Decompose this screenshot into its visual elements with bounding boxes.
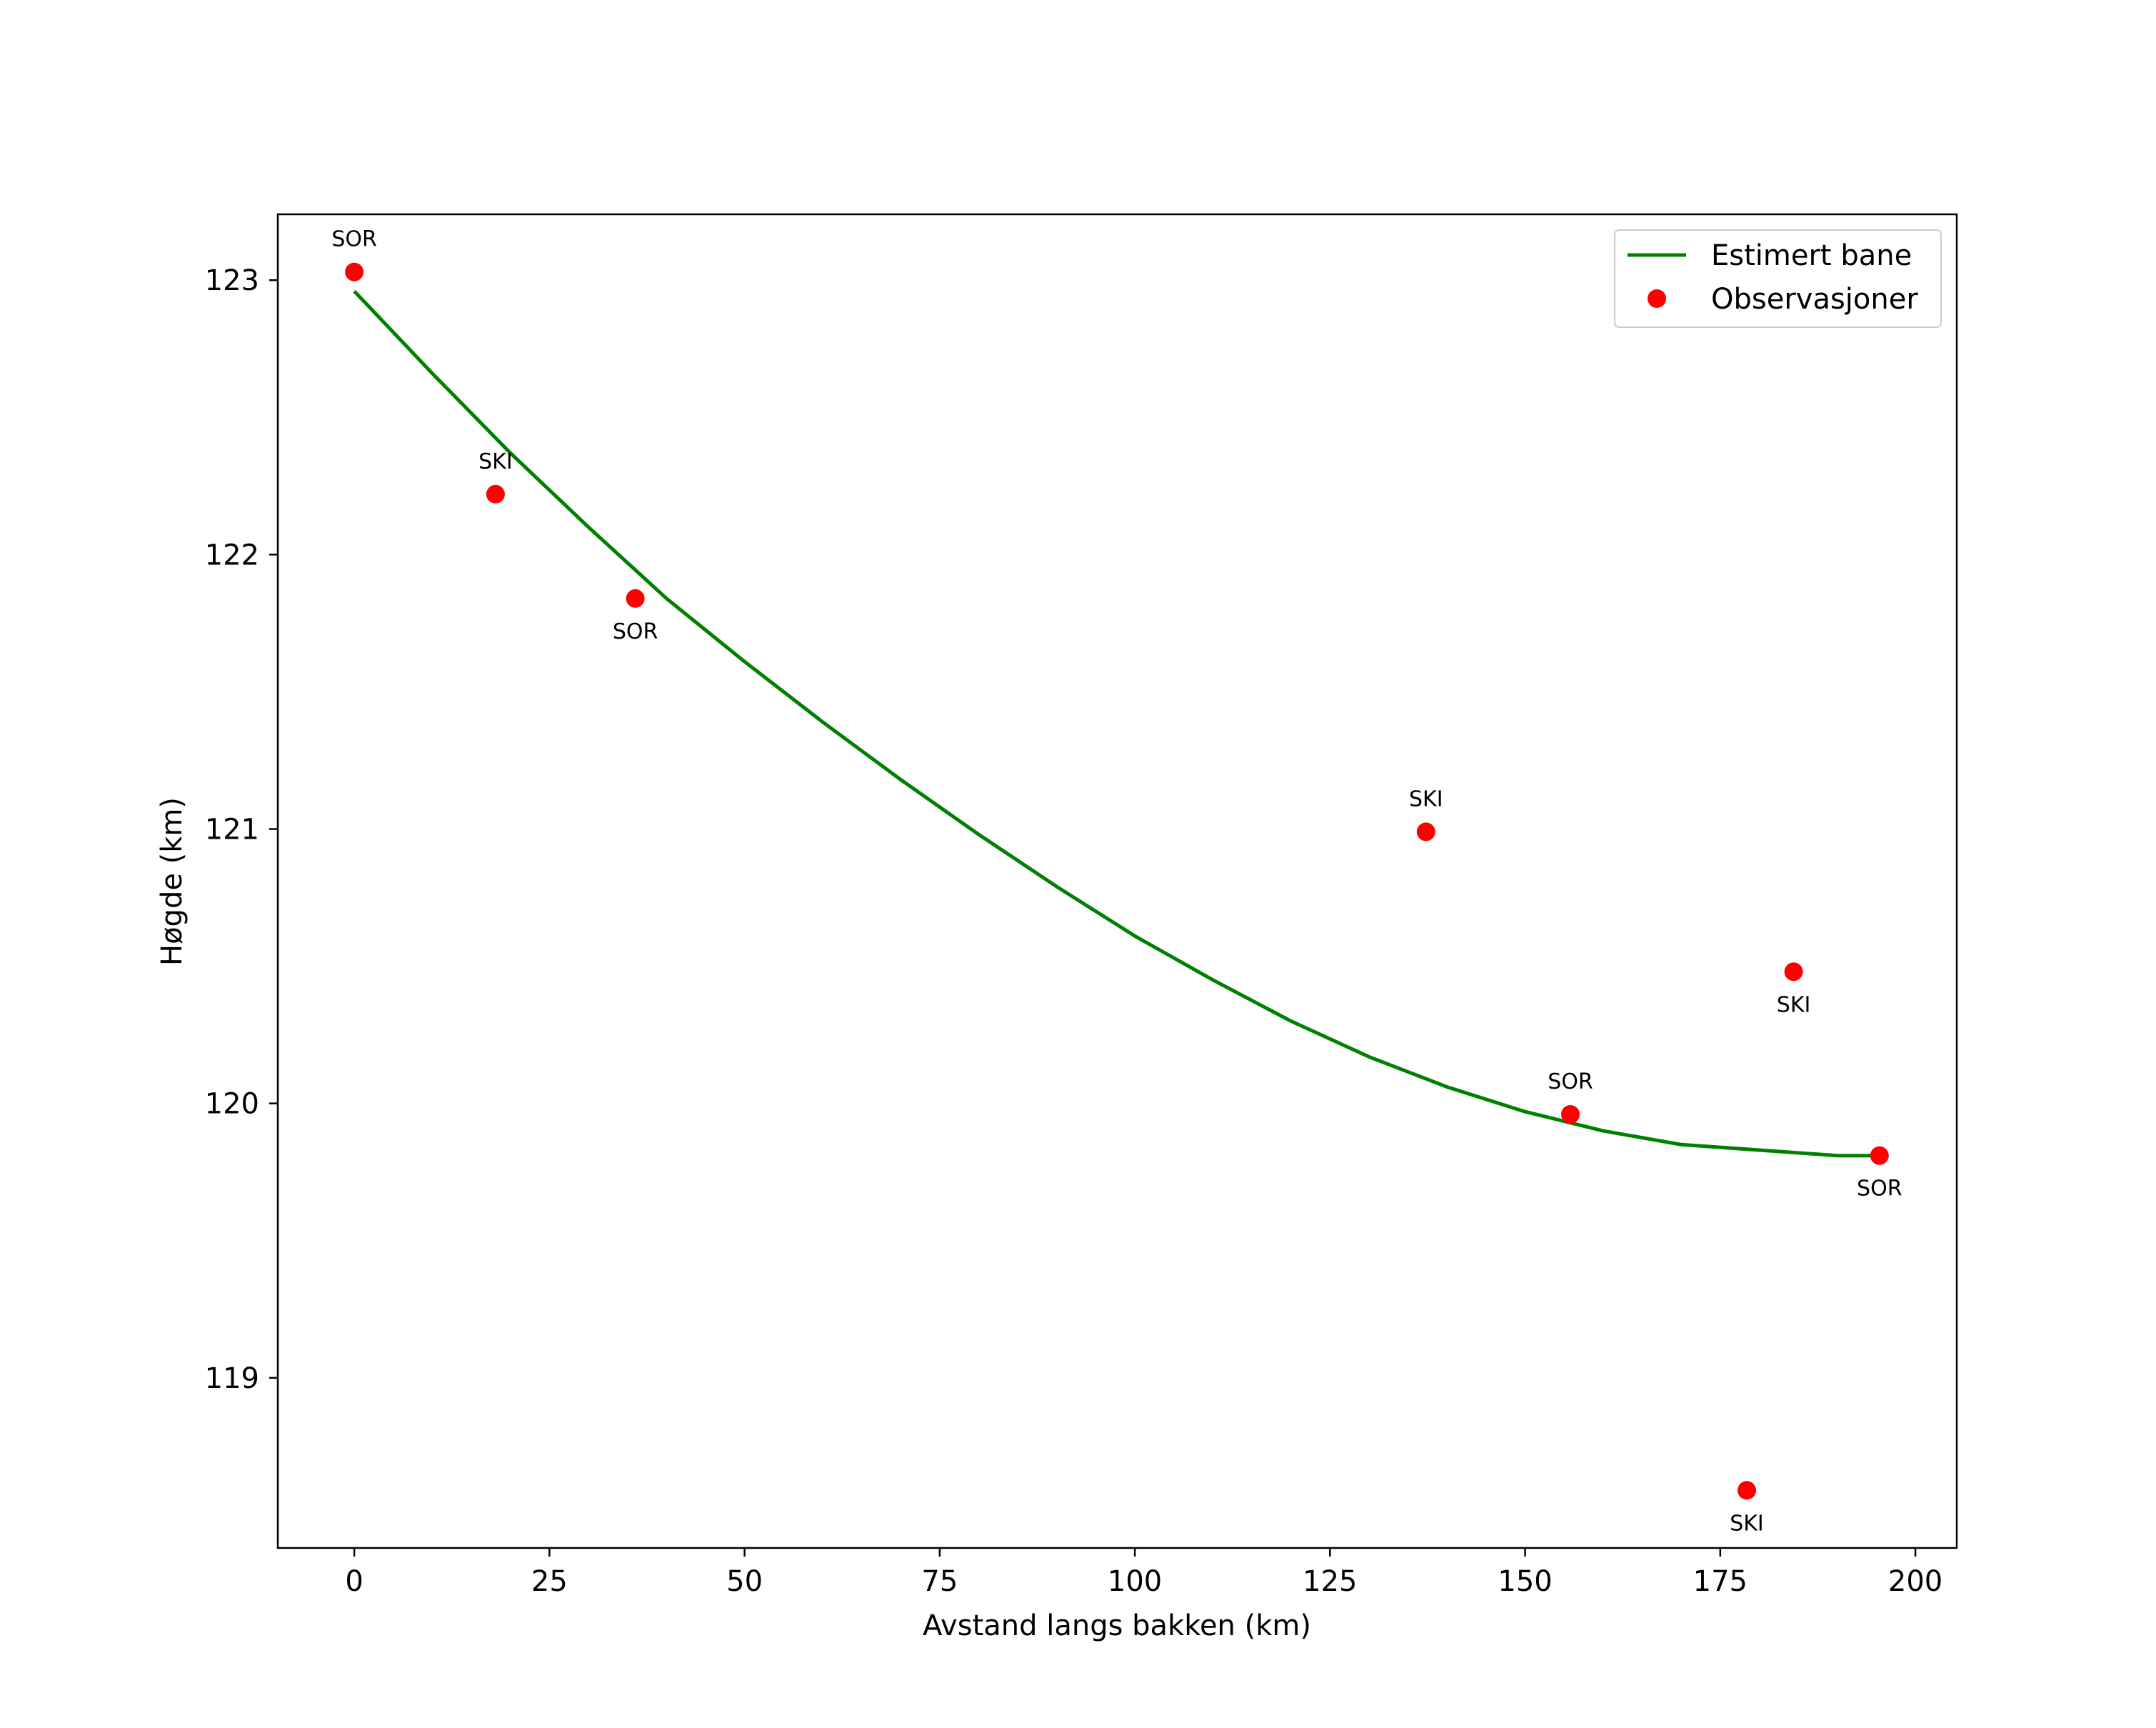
- y-axis-label: Høgde (km): [156, 797, 189, 966]
- x-tick-label: 50: [726, 1565, 763, 1598]
- legend: Estimert bane Observasjoner: [1614, 229, 1942, 328]
- legend-marker-points: [1648, 289, 1666, 308]
- observation-label-5: SOR: [1548, 1069, 1593, 1094]
- y-tick-label: 121: [205, 814, 259, 846]
- observation-point-2: [486, 484, 505, 504]
- x-tick-label: 100: [1108, 1565, 1162, 1598]
- x-tick-label: 150: [1498, 1565, 1552, 1598]
- series-line-estimert-bane: [353, 289, 1880, 1158]
- observation-label-6: SKI: [1730, 1511, 1764, 1536]
- x-tick-label: 75: [921, 1565, 958, 1598]
- x-tick-label: 125: [1303, 1565, 1357, 1598]
- axis-ticks: 0 25 50 75 100 125 150 175 200 119 120 121 122 123: [205, 264, 1943, 1598]
- x-tick-label: 200: [1888, 1565, 1942, 1598]
- observation-label-8: SOR: [1857, 1177, 1902, 1202]
- axes-frame: [276, 213, 1958, 1549]
- plot-area: SOR SKI SOR SKI SOR SKI SKI SOR: [331, 227, 1902, 1537]
- observation-point-7: [1784, 962, 1803, 982]
- legend-label-line: Estimert bane: [1711, 239, 1912, 272]
- y-tick-label: 119: [205, 1362, 259, 1395]
- observation-label-4: SKI: [1409, 786, 1443, 811]
- observation-point-3: [626, 589, 645, 608]
- observation-point-5: [1561, 1105, 1580, 1124]
- observation-point-4: [1416, 822, 1435, 841]
- observation-point-8: [1870, 1146, 1889, 1165]
- observation-label-3: SOR: [613, 619, 658, 644]
- legend-frame: [1614, 229, 1942, 328]
- legend-label-points: Observasjoner: [1711, 283, 1918, 316]
- observation-label-2: SKI: [478, 449, 513, 474]
- y-tick-label: 123: [205, 264, 259, 297]
- observation-label-7: SKI: [1777, 992, 1811, 1017]
- x-tick-label: 175: [1693, 1565, 1748, 1598]
- y-tick-label: 120: [205, 1088, 259, 1121]
- x-tick-label: 0: [345, 1565, 363, 1598]
- observation-point-6: [1738, 1481, 1756, 1500]
- observation-point-1: [345, 262, 364, 281]
- x-axis-label: Avstand langs bakken (km): [923, 1609, 1311, 1642]
- y-tick-label: 122: [205, 539, 259, 571]
- x-tick-label: 25: [531, 1565, 568, 1598]
- observation-label-1: SOR: [331, 227, 377, 252]
